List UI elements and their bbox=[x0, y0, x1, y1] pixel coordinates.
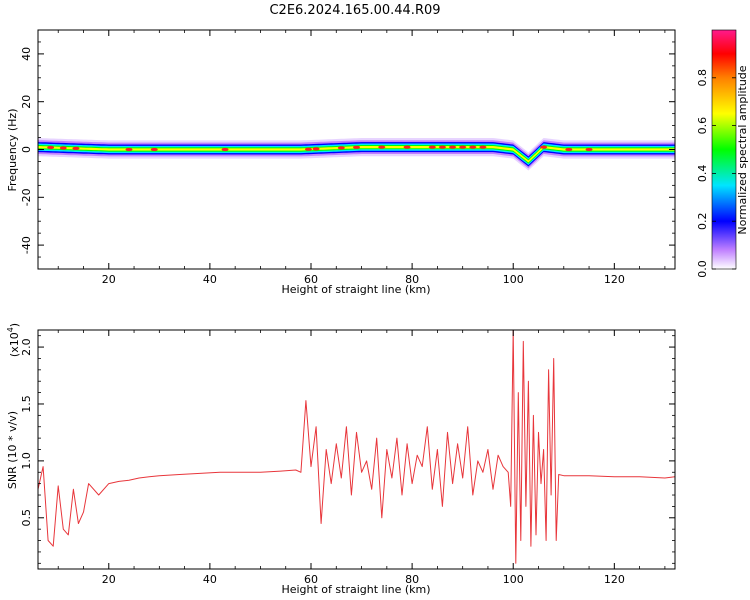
colorbar: 0.0 0.2 0.4 0.6 0.8 Normalized spectral ampl… bbox=[696, 29, 749, 278]
x-tick-label: 40 bbox=[203, 573, 217, 586]
spectrogram-hotspot bbox=[449, 145, 457, 149]
spectrogram-hotspot bbox=[428, 145, 436, 149]
spectrogram-hotspot bbox=[353, 145, 360, 149]
spectrogram-hotspot bbox=[378, 145, 386, 149]
snr-series-line bbox=[38, 330, 675, 564]
chart-title: C2E6.2024.165.00.44.R09 bbox=[269, 3, 440, 18]
x-tick-label: 60 bbox=[304, 273, 318, 286]
spectrogram-x-ticks: 20 40 60 80 100 120 bbox=[57, 30, 666, 286]
y-tick-label: -20 bbox=[20, 188, 33, 206]
spectrogram-y-ticks: -40 -20 0 20 40 bbox=[20, 41, 675, 258]
colorbar-label: Normalized spectral amplitude bbox=[736, 65, 749, 234]
y-tick-label: 20 bbox=[20, 95, 33, 109]
x-tick-label: 80 bbox=[405, 273, 419, 286]
snr-ylabel: SNR (10 * v/v) bbox=[6, 411, 19, 489]
y-tick-label: 0 bbox=[20, 146, 33, 153]
spectrogram-hotspot bbox=[540, 145, 548, 149]
x-tick-label: 60 bbox=[304, 573, 318, 586]
spectrogram-hotspot bbox=[72, 146, 80, 150]
y-tick-label: 40 bbox=[20, 47, 33, 61]
snr-panel: 20 40 60 80 100 120 0.5 1.0 1.5 2.0 Height of st… bbox=[6, 323, 676, 596]
colorbar-tick-label: 0.0 bbox=[696, 260, 709, 278]
y-tick-label: 1.0 bbox=[20, 452, 33, 470]
x-tick-label: 20 bbox=[102, 273, 116, 286]
y-tick-label: 1.5 bbox=[20, 395, 33, 413]
x-tick-label: 120 bbox=[604, 273, 625, 286]
snr-yscale-exponent: 4 bbox=[6, 327, 15, 332]
colorbar-tick-label: 0.8 bbox=[696, 69, 709, 87]
spectrogram-ylabel: Frequency (Hz) bbox=[6, 109, 19, 192]
colorbar-tick-label: 0.2 bbox=[696, 212, 709, 230]
spectrogram-hotspot bbox=[125, 147, 133, 152]
y-tick-label: 0.5 bbox=[20, 509, 33, 527]
x-tick-label: 80 bbox=[405, 573, 419, 586]
colorbar-gradient bbox=[711, 29, 737, 270]
x-tick-label: 40 bbox=[203, 273, 217, 286]
spectrogram-hotspot bbox=[479, 145, 487, 149]
spectrogram-hotspot bbox=[312, 147, 320, 151]
spectrogram-hotspot bbox=[585, 147, 593, 152]
spectrogram-hotspot bbox=[565, 147, 573, 152]
spectrogram-hotspot bbox=[459, 145, 467, 149]
snr-xlabel: Height of straight line (km) bbox=[281, 583, 430, 596]
colorbar-tick-label: 0.4 bbox=[696, 165, 709, 183]
x-tick-label: 120 bbox=[604, 573, 625, 586]
spectrogram-hotspot bbox=[403, 145, 411, 149]
spectrogram-hotspot bbox=[59, 146, 67, 150]
spectrogram-band-layer bbox=[38, 146, 675, 163]
colorbar-tick-label: 0.6 bbox=[696, 117, 709, 135]
spectrogram-panel: 20 40 60 80 100 120 -40 -20 0 20 40 Height of str… bbox=[6, 29, 676, 296]
spectrogram-hotspot bbox=[438, 145, 446, 149]
spectrogram-hotspot bbox=[221, 147, 229, 152]
spectrogram-hotspot bbox=[47, 145, 55, 150]
y-tick-label: -40 bbox=[20, 236, 33, 254]
y-tick-label: 2.0 bbox=[20, 338, 33, 356]
snr-frame bbox=[38, 330, 675, 569]
spectrogram-xlabel: Height of straight line (km) bbox=[281, 283, 430, 296]
x-tick-label: 20 bbox=[102, 573, 116, 586]
spectrogram-hotspot bbox=[337, 146, 345, 150]
spectrogram-hotspot bbox=[150, 147, 158, 152]
snr-yscale-label: (x104) bbox=[6, 323, 21, 357]
snr-x-ticks: 20 40 60 80 100 120 bbox=[57, 330, 666, 586]
x-tick-label: 100 bbox=[503, 573, 524, 586]
x-tick-label: 100 bbox=[503, 273, 524, 286]
snr-y-ticks: 0.5 1.0 1.5 2.0 bbox=[20, 335, 675, 564]
spectrogram-hotspot bbox=[304, 147, 312, 151]
colorbar-ticks: 0.0 0.2 0.4 0.6 0.8 bbox=[696, 69, 736, 278]
spectrogram-hotspot bbox=[469, 145, 477, 149]
spectrogram-band bbox=[38, 138, 675, 171]
